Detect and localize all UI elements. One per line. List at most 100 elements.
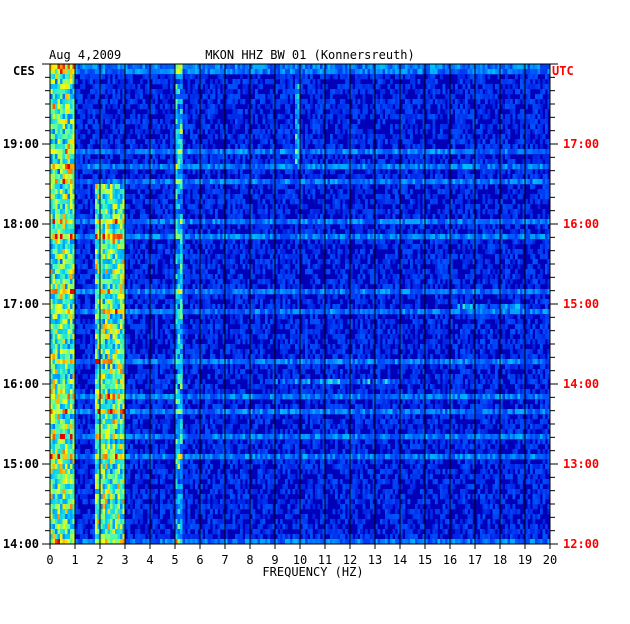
- heat-cell: [520, 179, 523, 185]
- heat-cell: [90, 89, 93, 95]
- heat-cell: [435, 184, 438, 190]
- heat-cell: [407, 139, 411, 145]
- heat-cell: [252, 109, 256, 115]
- heat-cell: [277, 194, 281, 200]
- heat-cell: [440, 174, 443, 180]
- heat-cell: [240, 134, 243, 140]
- heat-cell: [107, 104, 111, 110]
- heat-cell: [530, 149, 533, 155]
- heat-cell: [447, 229, 451, 235]
- heat-cell: [517, 89, 521, 95]
- heat-cell: [447, 184, 451, 190]
- heat-cell: [525, 144, 528, 150]
- heat-cell: [80, 184, 83, 190]
- heat-cell: [470, 89, 473, 95]
- heat-cell: [55, 174, 58, 180]
- heat-cell: [530, 64, 533, 70]
- heat-cell: [392, 209, 396, 215]
- heat-cell: [77, 204, 81, 210]
- heat-cell: [52, 69, 56, 75]
- heat-cell: [315, 129, 318, 135]
- heat-cell: [217, 194, 221, 200]
- heat-cell: [445, 174, 448, 180]
- heat-cell: [120, 179, 123, 185]
- heat-cell: [195, 104, 198, 110]
- heat-cell: [522, 189, 526, 195]
- heat-cell: [417, 209, 421, 215]
- heat-cell: [257, 104, 261, 110]
- heat-cell: [227, 229, 231, 235]
- heat-cell: [77, 99, 81, 105]
- heat-cell: [525, 154, 528, 160]
- heat-cell: [290, 64, 293, 70]
- heat-cell: [50, 129, 53, 135]
- heat-cell: [87, 229, 91, 235]
- heat-cell: [480, 159, 483, 165]
- heat-cell: [107, 149, 111, 155]
- heat-cell: [180, 244, 183, 250]
- heat-cell: [117, 244, 121, 250]
- heat-cell: [352, 69, 356, 75]
- heat-cell: [287, 69, 291, 75]
- heat-cell: [372, 94, 376, 100]
- heat-cell: [145, 114, 148, 120]
- heat-cell: [105, 119, 108, 125]
- heat-cell: [237, 119, 241, 125]
- heat-cell: [547, 84, 551, 90]
- heat-cell: [207, 234, 211, 240]
- heat-cell: [245, 219, 248, 225]
- heat-cell: [122, 164, 126, 170]
- heat-cell: [92, 159, 96, 165]
- heat-cell: [207, 124, 211, 130]
- heat-cell: [530, 114, 533, 120]
- heat-cell: [100, 139, 103, 145]
- heat-cell: [445, 124, 448, 130]
- heat-cell: [417, 64, 421, 70]
- heat-cell: [255, 89, 258, 95]
- heat-cell: [75, 89, 78, 95]
- heat-cell: [275, 74, 278, 80]
- heat-cell: [375, 154, 378, 160]
- heat-cell: [455, 129, 458, 135]
- heat-cell: [145, 149, 148, 155]
- heat-cell: [505, 139, 508, 145]
- heat-cell: [327, 104, 331, 110]
- heat-cell: [462, 149, 466, 155]
- heat-cell: [317, 144, 321, 150]
- heat-cell: [420, 64, 423, 70]
- heat-cell: [495, 179, 498, 185]
- heat-cell: [77, 64, 81, 70]
- heat-cell: [522, 159, 526, 165]
- heat-cell: [157, 224, 161, 230]
- heat-cell: [270, 214, 273, 220]
- heat-cell: [282, 219, 286, 225]
- heat-cell: [380, 159, 383, 165]
- heat-cell: [427, 159, 431, 165]
- heat-cell: [367, 164, 371, 170]
- heat-cell: [95, 99, 98, 105]
- heat-cell: [392, 89, 396, 95]
- heat-cell: [180, 194, 183, 200]
- heat-cell: [375, 74, 378, 80]
- heat-cell: [97, 204, 101, 210]
- heat-cell: [495, 119, 498, 125]
- heat-cell: [487, 194, 491, 200]
- heat-cell: [477, 204, 481, 210]
- heat-cell: [487, 239, 491, 245]
- heat-cell: [445, 64, 448, 70]
- heat-cell: [247, 154, 251, 160]
- heat-cell: [320, 234, 323, 240]
- heat-cell: [60, 239, 63, 245]
- heat-cell: [260, 64, 263, 70]
- heat-cell: [482, 79, 486, 85]
- heat-cell: [277, 214, 281, 220]
- heat-cell: [292, 159, 296, 165]
- heat-cell: [70, 99, 73, 105]
- heat-cell: [50, 249, 53, 255]
- heat-cell: [535, 224, 538, 230]
- heat-cell: [527, 99, 531, 105]
- heat-cell: [102, 234, 106, 240]
- heat-cell: [240, 209, 243, 215]
- heat-cell: [422, 159, 426, 165]
- heat-cell: [260, 234, 263, 240]
